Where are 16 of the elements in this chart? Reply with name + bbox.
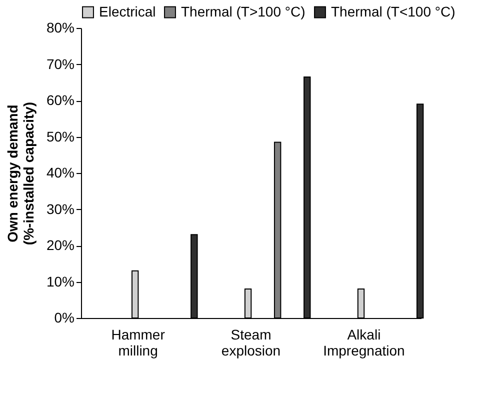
y-tick-label: 10% [46, 273, 74, 290]
y-tick-label: 40% [46, 164, 74, 180]
y-tick-label: 60% [46, 92, 74, 108]
x-tick-label: Hammer milling [111, 326, 166, 358]
y-tick-label: 30% [46, 200, 74, 217]
legend-label: Thermal (T>100 °C) [181, 3, 306, 20]
legend-label: Thermal (T<100 °C) [331, 3, 456, 20]
y-tick-label: 70% [46, 56, 74, 72]
x-tick-label: Alkali Impregnation [323, 326, 405, 358]
legend-label: Electrical [99, 3, 156, 20]
y-tick-label: 50% [46, 128, 74, 144]
y-tick-label: 80% [46, 20, 74, 36]
y-tick-label: 0% [54, 310, 74, 326]
x-tick-label: Steam explosion [221, 326, 281, 358]
y-tick-label: 20% [46, 237, 74, 253]
y-axis-title: Own energy demand (%-installed capacity) [4, 102, 36, 246]
